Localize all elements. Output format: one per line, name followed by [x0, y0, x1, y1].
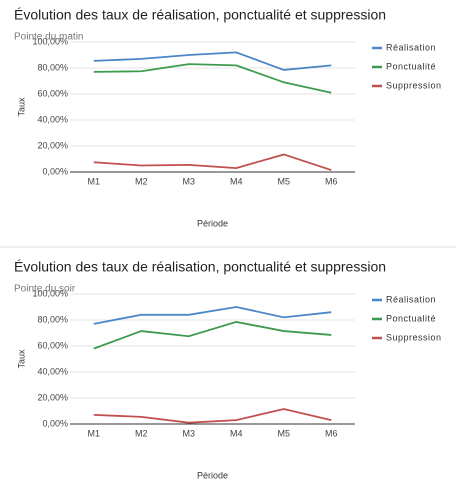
- x-tick-label: M1: [87, 428, 100, 438]
- chart-title: Évolution des taux de réalisation, ponct…: [14, 259, 386, 275]
- x-tick-label: M3: [182, 176, 195, 186]
- y-tick-label: 0,00%: [42, 166, 68, 176]
- x-axis-label: Période: [197, 218, 228, 228]
- x-tick-label: M1: [87, 176, 100, 186]
- y-tick-label: 40,00%: [37, 114, 68, 124]
- chart-subtitle: Pointe du matin: [14, 32, 84, 43]
- series-line: [93, 51, 332, 71]
- series-line: [93, 306, 332, 325]
- legend-label: Ponctualité: [386, 61, 436, 71]
- y-tick-label: 0,00%: [42, 418, 68, 428]
- legend-label: Suppression: [386, 332, 442, 342]
- y-tick-label: 100,00%: [32, 36, 68, 46]
- x-tick-label: M5: [277, 176, 290, 186]
- chart-subtitle: Pointe du soir: [14, 284, 76, 295]
- y-tick-label: 20,00%: [37, 392, 68, 402]
- legend-label: Réalisation: [386, 294, 436, 304]
- x-tick-label: M4: [230, 428, 243, 438]
- y-tick-label: 80,00%: [37, 314, 68, 324]
- series-line: [93, 321, 332, 350]
- y-tick-label: 60,00%: [37, 88, 68, 98]
- x-tick-label: M5: [277, 428, 290, 438]
- y-tick-label: 40,00%: [37, 366, 68, 376]
- x-tick-label: M4: [230, 176, 243, 186]
- x-tick-label: M6: [325, 176, 338, 186]
- x-tick-label: M6: [325, 428, 338, 438]
- chart-title: Évolution des taux de réalisation, ponct…: [14, 7, 386, 23]
- legend-label: Ponctualité: [386, 313, 436, 323]
- legend-label: Suppression: [386, 80, 442, 90]
- legend-label: Réalisation: [386, 42, 436, 52]
- y-axis-label: Taux: [16, 349, 26, 369]
- x-tick-label: M2: [135, 176, 148, 186]
- y-axis-label: Taux: [16, 97, 26, 117]
- y-tick-label: 100,00%: [32, 288, 68, 298]
- series-line: [93, 153, 332, 171]
- x-axis-label: Période: [197, 470, 228, 480]
- x-tick-label: M3: [182, 428, 195, 438]
- series-line: [93, 63, 332, 94]
- y-tick-label: 20,00%: [37, 140, 68, 150]
- y-tick-label: 80,00%: [37, 62, 68, 72]
- y-tick-label: 60,00%: [37, 340, 68, 350]
- series-line: [93, 408, 332, 424]
- x-tick-label: M2: [135, 428, 148, 438]
